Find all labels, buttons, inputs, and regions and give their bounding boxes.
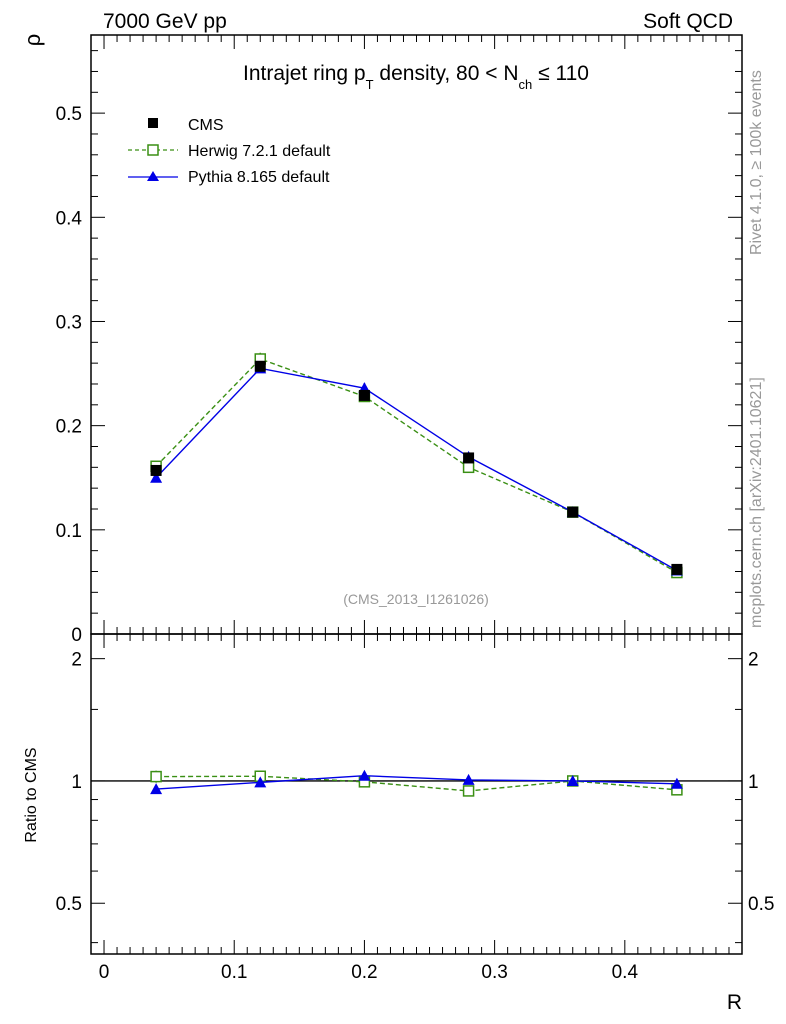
main-cms-point [671,563,683,575]
title-part-main: Intrajet ring p [243,62,366,85]
main-ytick-zero: 0 [71,625,82,646]
ratio-ytick-label-left: 1 [71,772,82,793]
ratio-pythia-point [254,776,267,788]
main-herwig-line [155,358,678,574]
title-sub-T: T [366,77,374,92]
main-cms-point [254,360,266,372]
header-right: Soft QCD [643,10,733,33]
ratio-herwig-line [156,775,677,792]
ratio-herwig-point [150,770,162,783]
legend-marker-pythia [147,171,159,181]
ratio-ytick-label-right: 1 [748,772,759,793]
legend-marker-cms [148,118,158,128]
main-pythia-point [150,471,163,483]
ratio-pythia-point [462,773,475,785]
ratio-ytick-label-left: 2 [71,650,82,671]
main-ytick-label: 0.1 [56,521,82,542]
legend-label-cms: CMS [188,117,224,134]
x-tick-label: 0.3 [481,962,507,983]
main-pythia-line [155,367,678,572]
ratio-pythia-point [566,774,579,786]
main-cms-point [150,464,162,476]
main-cms-point [567,506,579,518]
main-title: Intrajet ring pT density, 80 < Nch ≤ 110 [243,62,589,92]
rivet-label: Rivet 4.1.0, ≥ 100k events [748,70,765,255]
main-ytick-label: 0.3 [56,312,82,333]
main-cms-point [463,452,475,464]
ratio-panel: 0.5 0.5 1 1 2 2 0 0.1 0.2 0.3 0.4 [56,634,774,983]
legend-label-herwig: Herwig 7.2.1 default [188,143,331,160]
x-axis-label: R [727,991,742,1014]
legend: CMS Herwig 7.2.1 default Pythia 8.165 de… [128,117,331,186]
ratio-frame [90,633,743,955]
title-part-end: ≤ 110 [532,62,589,85]
title-part-mid: density, 80 < N [374,62,519,85]
ratio-ylabel: Ratio to CMS [23,747,40,842]
legend-label-pythia: Pythia 8.165 default [188,169,330,186]
main-ytick-label: 0.5 [56,104,82,125]
ratio-ytick-label-right: 2 [748,650,759,671]
main-ytick-label: 0.4 [56,208,83,229]
main-cms-point [358,389,370,401]
ratio-pythia-point [670,777,683,789]
analysis-watermark: (CMS_2013_I1261026) [343,591,489,607]
ratio-pythia-point [150,783,163,795]
ratio-pythia-line [156,775,677,790]
x-tick-label: 0.1 [221,962,247,983]
header-left: 7000 GeV pp [103,10,227,33]
ratio-herwig-point [462,785,475,797]
x-tick-label: 0.4 [612,962,639,983]
ratio-ytick-label-right: 0.5 [748,894,774,915]
main-ytick-label: 0.2 [56,417,82,438]
ratio-ytick-label-left: 0.5 [56,894,82,915]
main-ylabel: ρ [20,34,45,47]
x-tick-label: 0 [99,962,110,983]
ratio-pythia-point [358,769,371,781]
mcplots-label: mcplots.cern.ch [arXiv:2401.10621] [748,377,765,628]
title-sub-ch: ch [519,77,533,92]
x-tick-label: 0.2 [351,962,377,983]
legend-marker-herwig [147,144,159,156]
main-panel: 0.1 0.2 0.3 0.4 0.5 [56,35,742,634]
main-herwig-point [462,461,475,474]
